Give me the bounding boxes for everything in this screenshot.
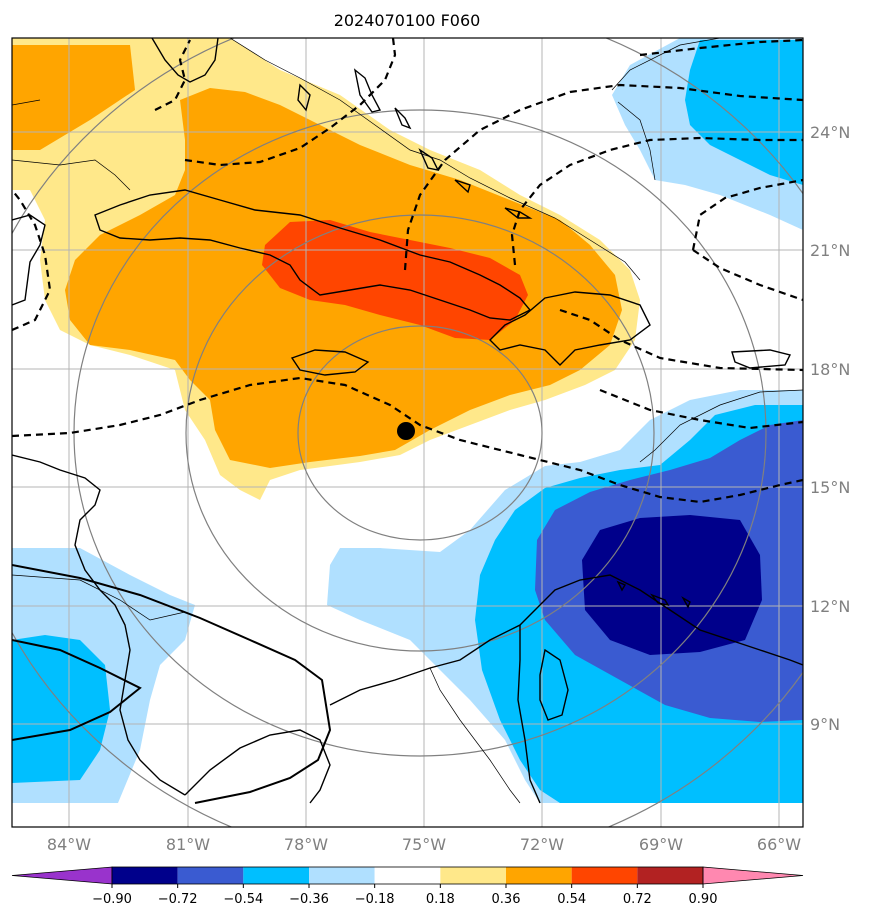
- map-frame: [11, 37, 804, 828]
- lat-label: 24°N: [810, 123, 850, 142]
- coast-bahamas-6: [504, 207, 533, 219]
- colorbar-tick-label: −0.72: [158, 892, 198, 907]
- lon-label: 75°W: [402, 835, 446, 854]
- coast-colombia-south: [517, 625, 541, 804]
- lon-label: 72°W: [520, 835, 564, 854]
- colorbar-tick-label: 0.18: [426, 892, 455, 907]
- contour-north-arc: [184, 38, 397, 167]
- colorbar-tick-label: −0.54: [223, 892, 263, 907]
- negative-anomaly-fills: [12, 38, 803, 803]
- colorbar: −0.90 −0.72 −0.54 −0.36 −0.18 0.18 0.36 0.54 0.7…: [11, 866, 804, 907]
- positive-anomaly-fills: [12, 38, 640, 500]
- lon-label: 69°W: [639, 835, 683, 854]
- fill-cyan-northeast: [685, 40, 803, 185]
- coast-bahamas-5: [454, 179, 471, 194]
- colorbar-segment: [309, 867, 375, 884]
- colorbar-segment: [637, 867, 703, 884]
- lat-label: 9°N: [810, 715, 840, 734]
- colorbar-segment: [243, 867, 309, 884]
- colorbar-tick-label: 0.90: [689, 892, 718, 907]
- colorbar-tick-label: −0.90: [92, 892, 132, 907]
- coast-bonaire: [681, 596, 691, 609]
- lat-label: 12°N: [810, 597, 850, 616]
- colorbar-tick-label: −0.36: [289, 892, 329, 907]
- colorbar-segment: [112, 867, 178, 884]
- contour-east: [510, 136, 803, 266]
- latitude-labels: 24°N 21°N 18°N 15°N 12°N 9°N: [810, 123, 850, 734]
- lon-label: 66°W: [757, 835, 801, 854]
- colorbar-tick-label: −0.18: [355, 892, 395, 907]
- contour-north-top: [639, 38, 803, 57]
- lat-label: 21°N: [810, 241, 850, 260]
- coast-bahamas-4: [418, 148, 440, 171]
- coast-panama: [184, 729, 331, 804]
- colorbar-extend-min: [11, 866, 113, 885]
- map-title: 2024070100 F060: [334, 11, 481, 30]
- contour-southeast: [599, 388, 803, 430]
- colorbar-extend-max: [702, 866, 804, 885]
- contour-mid: [403, 83, 803, 271]
- coast-jamaica: [290, 349, 370, 376]
- graticule: [12, 38, 803, 827]
- coast-florida: [151, 38, 219, 83]
- lon-label: 84°W: [47, 835, 91, 854]
- coast-curacao: [649, 593, 670, 606]
- contour-florida-loop: [154, 39, 191, 111]
- map-area: [12, 38, 803, 827]
- coast-cuba: [94, 189, 532, 321]
- lat-label: 15°N: [810, 478, 850, 497]
- contour-southern: [12, 376, 803, 504]
- colorbar-outline: [111, 866, 704, 885]
- coast-colombia: [329, 574, 803, 706]
- contour-northwest: [12, 189, 52, 332]
- storm-center-dot: [397, 422, 415, 440]
- colorbar-tick-label: 0.54: [557, 892, 586, 907]
- coast-maracaibo: [539, 648, 569, 721]
- fill-orange-north: [12, 45, 135, 150]
- contour-far-east: [691, 178, 803, 251]
- colorbar-segment: [374, 867, 441, 884]
- colorbar-tick-label: 0.36: [492, 892, 521, 907]
- range-rings: [12, 38, 803, 827]
- colorbar-segment: [506, 867, 572, 884]
- coast-bahamas-3: [394, 107, 412, 130]
- lon-label: 78°W: [284, 835, 328, 854]
- coast-hispaniola: [489, 291, 651, 366]
- fill-navy-core: [582, 515, 762, 655]
- dashed-contours: [12, 38, 803, 504]
- contour-east-shore: [559, 308, 803, 372]
- coast-bahamas-2: [353, 68, 382, 113]
- longitude-labels: 84°W 81°W 78°W 75°W 72°W 69°W 66°W: [47, 835, 801, 854]
- coast-puerto-rico: [731, 349, 792, 369]
- colorbar-segment: [440, 867, 506, 884]
- coast-aruba: [616, 580, 627, 592]
- colorbar-segment: [571, 867, 638, 884]
- contour-far-east-lower: [692, 249, 803, 302]
- coast-bahamas-1: [297, 83, 311, 112]
- colorbar-tick-label: 0.72: [623, 892, 652, 907]
- lon-label: 81°W: [166, 835, 210, 854]
- coastlines: [12, 38, 803, 804]
- political-boundaries: [12, 38, 803, 804]
- colorbar-segment: [177, 867, 244, 884]
- lat-label: 18°N: [810, 360, 850, 379]
- solid-track-lines: [12, 564, 332, 804]
